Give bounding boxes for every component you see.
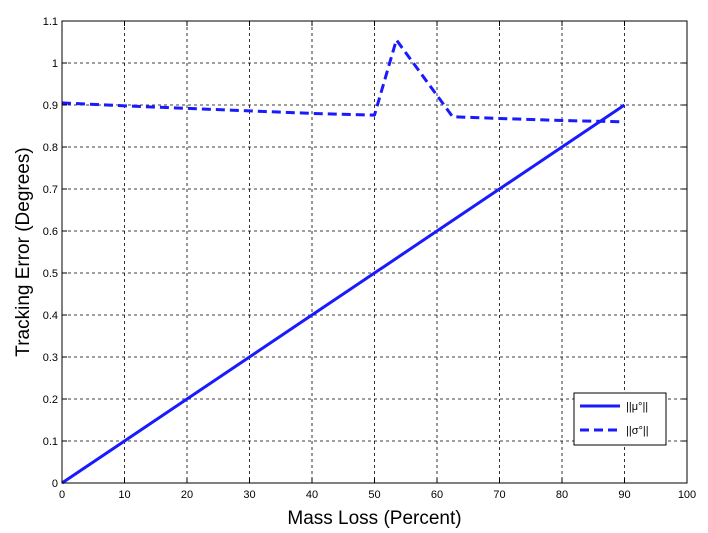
legend-box xyxy=(573,392,667,446)
x-tick-label: 90 xyxy=(618,489,630,501)
x-tick-label: 60 xyxy=(431,489,443,501)
x-tick-label: 100 xyxy=(678,489,696,501)
y-tick-label: 1.1 xyxy=(43,16,58,28)
y-tick-label: 0.3 xyxy=(43,352,58,364)
y-tick-label: 0.2 xyxy=(43,394,58,406)
legend-label-mu: ||μ°|| xyxy=(626,401,648,413)
x-tick-label: 40 xyxy=(306,489,318,501)
y-axis-title: Tracking Error (Degrees) xyxy=(13,147,34,356)
x-tick-label: 30 xyxy=(243,489,255,501)
y-tick-label: 0.8 xyxy=(43,142,58,154)
legend-label-sigma: ||σ°|| xyxy=(626,425,649,437)
y-tick-label: 0.4 xyxy=(43,310,58,322)
x-tick-label: 70 xyxy=(493,489,505,501)
y-tick-label: 0.6 xyxy=(43,226,58,238)
y-tick-label: 0.5 xyxy=(43,268,58,280)
grid-lines xyxy=(62,21,687,483)
series-layer xyxy=(61,38,626,485)
x-axis-title: Mass Loss (Percent) xyxy=(287,508,461,529)
y-tick-label: 0 xyxy=(52,478,58,490)
series-line-mu xyxy=(61,103,626,485)
y-tick-label: 0.9 xyxy=(43,100,58,112)
y-tick-label: 1 xyxy=(52,58,58,70)
y-tick-label: 0.7 xyxy=(43,184,58,196)
legend: ||μ°|| ||σ°|| xyxy=(573,392,667,446)
x-tick-label: 50 xyxy=(368,489,380,501)
axis-ticks xyxy=(61,20,688,484)
x-tick-label: 80 xyxy=(556,489,568,501)
tick-labels: 0 10 20 30 40 50 60 70 80 90 100 0 0.1 0.2 0.3 0.4 0.5 0.… xyxy=(43,16,696,501)
x-tick-label: 10 xyxy=(118,489,130,501)
x-tick-label: 0 xyxy=(59,489,65,501)
series-line-sigma xyxy=(61,38,625,124)
x-tick-label: 20 xyxy=(181,489,193,501)
y-tick-label: 0.1 xyxy=(43,436,58,448)
